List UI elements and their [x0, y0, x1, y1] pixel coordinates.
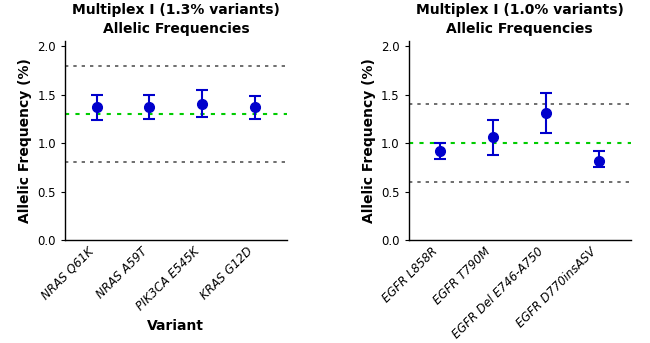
Title: Multiplex I (1.0% variants)
Allelic Frequencies: Multiplex I (1.0% variants) Allelic Freq…: [416, 3, 623, 36]
Y-axis label: Allelic Frequency (%): Allelic Frequency (%): [361, 58, 376, 223]
X-axis label: Variant: Variant: [148, 319, 204, 333]
Y-axis label: Allelic Frequency (%): Allelic Frequency (%): [18, 58, 32, 223]
Title: Multiplex I (1.3% variants)
Allelic Frequencies: Multiplex I (1.3% variants) Allelic Freq…: [72, 3, 280, 36]
